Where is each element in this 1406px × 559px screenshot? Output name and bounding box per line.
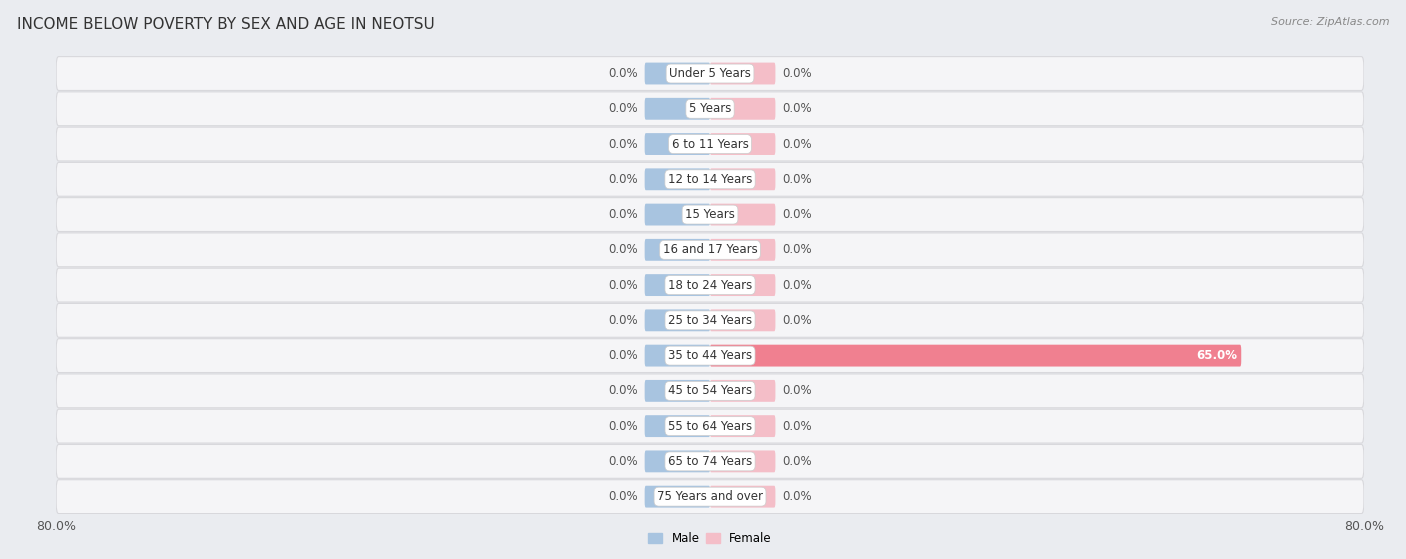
FancyBboxPatch shape [56, 268, 1364, 302]
FancyBboxPatch shape [56, 304, 1364, 337]
FancyBboxPatch shape [644, 345, 710, 367]
FancyBboxPatch shape [644, 239, 710, 260]
FancyBboxPatch shape [644, 451, 710, 472]
Text: 0.0%: 0.0% [609, 208, 638, 221]
FancyBboxPatch shape [644, 63, 710, 84]
FancyBboxPatch shape [56, 127, 1364, 161]
FancyBboxPatch shape [644, 98, 710, 120]
FancyBboxPatch shape [710, 98, 776, 120]
FancyBboxPatch shape [56, 374, 1364, 408]
Text: 65.0%: 65.0% [1197, 349, 1237, 362]
FancyBboxPatch shape [644, 203, 710, 225]
Text: 0.0%: 0.0% [609, 385, 638, 397]
FancyBboxPatch shape [710, 345, 1241, 367]
Text: 16 and 17 Years: 16 and 17 Years [662, 243, 758, 257]
FancyBboxPatch shape [644, 380, 710, 402]
Text: 15 Years: 15 Years [685, 208, 735, 221]
FancyBboxPatch shape [710, 274, 776, 296]
Text: 0.0%: 0.0% [609, 490, 638, 503]
Text: 0.0%: 0.0% [782, 138, 811, 150]
FancyBboxPatch shape [710, 380, 776, 402]
Text: 0.0%: 0.0% [609, 314, 638, 327]
FancyBboxPatch shape [644, 133, 710, 155]
Text: 0.0%: 0.0% [609, 420, 638, 433]
Text: 18 to 24 Years: 18 to 24 Years [668, 278, 752, 292]
Text: 0.0%: 0.0% [782, 173, 811, 186]
Text: Under 5 Years: Under 5 Years [669, 67, 751, 80]
Text: 0.0%: 0.0% [609, 67, 638, 80]
FancyBboxPatch shape [56, 480, 1364, 514]
FancyBboxPatch shape [56, 198, 1364, 231]
Text: 0.0%: 0.0% [609, 455, 638, 468]
Text: 0.0%: 0.0% [782, 208, 811, 221]
Text: 12 to 14 Years: 12 to 14 Years [668, 173, 752, 186]
FancyBboxPatch shape [644, 168, 710, 190]
FancyBboxPatch shape [644, 310, 710, 331]
FancyBboxPatch shape [644, 415, 710, 437]
Text: 0.0%: 0.0% [782, 102, 811, 115]
Text: 75 Years and over: 75 Years and over [657, 490, 763, 503]
Text: 0.0%: 0.0% [782, 314, 811, 327]
FancyBboxPatch shape [56, 444, 1364, 479]
Text: 0.0%: 0.0% [609, 243, 638, 257]
Text: 0.0%: 0.0% [782, 67, 811, 80]
FancyBboxPatch shape [56, 162, 1364, 196]
FancyBboxPatch shape [710, 310, 776, 331]
Text: 5 Years: 5 Years [689, 102, 731, 115]
FancyBboxPatch shape [710, 486, 776, 508]
FancyBboxPatch shape [56, 339, 1364, 372]
Legend: Male, Female: Male, Female [644, 527, 776, 549]
Text: 35 to 44 Years: 35 to 44 Years [668, 349, 752, 362]
Text: 6 to 11 Years: 6 to 11 Years [672, 138, 748, 150]
FancyBboxPatch shape [710, 203, 776, 225]
Text: 0.0%: 0.0% [609, 173, 638, 186]
Text: 45 to 54 Years: 45 to 54 Years [668, 385, 752, 397]
Text: 0.0%: 0.0% [782, 455, 811, 468]
Text: 0.0%: 0.0% [609, 278, 638, 292]
Text: 55 to 64 Years: 55 to 64 Years [668, 420, 752, 433]
Text: INCOME BELOW POVERTY BY SEX AND AGE IN NEOTSU: INCOME BELOW POVERTY BY SEX AND AGE IN N… [17, 17, 434, 32]
Text: 0.0%: 0.0% [782, 243, 811, 257]
Text: 0.0%: 0.0% [609, 102, 638, 115]
FancyBboxPatch shape [56, 56, 1364, 91]
Text: 0.0%: 0.0% [782, 420, 811, 433]
Text: 0.0%: 0.0% [782, 385, 811, 397]
FancyBboxPatch shape [710, 451, 776, 472]
FancyBboxPatch shape [710, 133, 776, 155]
Text: 25 to 34 Years: 25 to 34 Years [668, 314, 752, 327]
FancyBboxPatch shape [710, 63, 776, 84]
Text: 0.0%: 0.0% [782, 278, 811, 292]
FancyBboxPatch shape [56, 92, 1364, 126]
FancyBboxPatch shape [710, 168, 776, 190]
FancyBboxPatch shape [710, 415, 776, 437]
FancyBboxPatch shape [710, 239, 776, 260]
Text: Source: ZipAtlas.com: Source: ZipAtlas.com [1271, 17, 1389, 27]
FancyBboxPatch shape [644, 486, 710, 508]
Text: 0.0%: 0.0% [609, 349, 638, 362]
FancyBboxPatch shape [56, 409, 1364, 443]
Text: 0.0%: 0.0% [782, 490, 811, 503]
Text: 0.0%: 0.0% [609, 138, 638, 150]
FancyBboxPatch shape [644, 274, 710, 296]
FancyBboxPatch shape [56, 233, 1364, 267]
Text: 65 to 74 Years: 65 to 74 Years [668, 455, 752, 468]
